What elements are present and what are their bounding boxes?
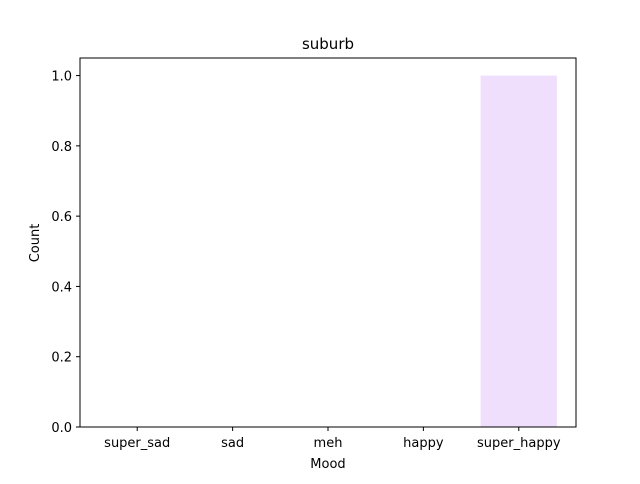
x-ticks-layer: super_sad sad meh happy super_happy xyxy=(104,427,561,451)
x-tick-label: meh xyxy=(314,436,343,451)
plot-area-frame xyxy=(79,57,577,428)
x-tick-label: super_sad xyxy=(104,436,170,451)
bars-layer xyxy=(480,75,557,428)
x-tick-label: sad xyxy=(221,436,244,451)
x-tick-label: super_happy xyxy=(477,436,561,451)
y-axis-label: Count xyxy=(28,224,43,263)
y-tick-label: 0.4 xyxy=(51,280,72,295)
y-tick-label: 1.0 xyxy=(51,70,72,85)
y-tick-label: 0.0 xyxy=(51,421,72,436)
y-ticks-layer: 0.0 0.2 0.4 0.6 0.8 1.0 xyxy=(51,70,80,436)
chart-title: suburb xyxy=(302,35,354,53)
x-axis-label: Mood xyxy=(310,457,345,472)
x-tick-label: happy xyxy=(403,436,444,451)
y-tick-label: 0.6 xyxy=(51,210,72,225)
bar-super-happy xyxy=(480,75,557,428)
y-tick-label: 0.8 xyxy=(51,140,72,155)
y-tick-label: 0.2 xyxy=(51,351,72,366)
